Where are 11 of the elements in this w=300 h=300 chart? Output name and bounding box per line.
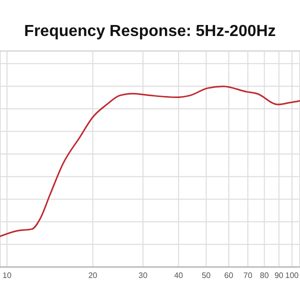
x-tick-label: 90 (274, 271, 284, 280)
x-tick-label: 80 (260, 271, 270, 280)
x-tick-label: 20 (88, 271, 98, 280)
x-tick-label: 40 (174, 271, 184, 280)
x-tick-label: 30 (138, 271, 148, 280)
x-tick-label: 100 (285, 271, 300, 280)
x-tick-label: 50 (202, 271, 212, 280)
x-tick-label: 10 (2, 271, 12, 280)
x-tick-label: 70 (243, 271, 253, 280)
chart-title: Frequency Response: 5Hz-200Hz (24, 23, 276, 40)
x-tick-label: 60 (224, 271, 234, 280)
